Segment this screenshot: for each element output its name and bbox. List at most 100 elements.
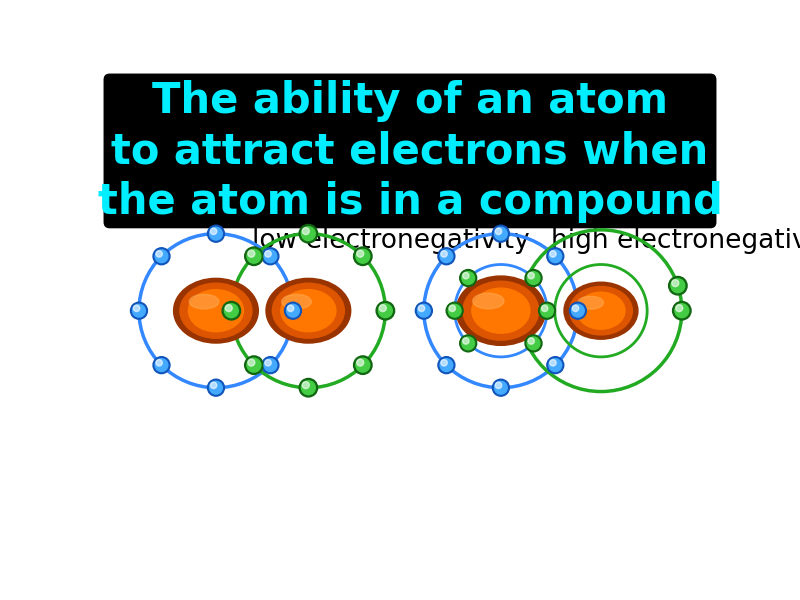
Circle shape [299, 224, 318, 243]
Circle shape [155, 359, 168, 371]
Circle shape [418, 304, 430, 317]
Ellipse shape [190, 295, 219, 309]
Circle shape [153, 248, 170, 265]
Circle shape [285, 302, 302, 319]
Circle shape [550, 251, 556, 257]
Circle shape [210, 227, 222, 240]
Ellipse shape [456, 276, 546, 346]
Text: low electronegativity: low electronegativity [252, 227, 530, 254]
Circle shape [210, 382, 217, 389]
Ellipse shape [570, 286, 632, 335]
Circle shape [492, 379, 510, 396]
Circle shape [440, 250, 453, 263]
Circle shape [460, 335, 477, 352]
Circle shape [207, 225, 225, 242]
Circle shape [155, 250, 168, 263]
Circle shape [133, 304, 146, 317]
Ellipse shape [472, 288, 530, 333]
Circle shape [671, 279, 685, 293]
Circle shape [207, 379, 225, 396]
Circle shape [446, 302, 463, 319]
Ellipse shape [174, 278, 258, 343]
Circle shape [245, 247, 263, 265]
Circle shape [264, 250, 277, 263]
Circle shape [571, 304, 584, 317]
Circle shape [376, 301, 394, 320]
Circle shape [357, 359, 364, 366]
Text: The ability of an atom
to attract electrons when
the atom is in a compound: The ability of an atom to attract electr… [98, 80, 722, 223]
Circle shape [462, 337, 474, 350]
Circle shape [440, 359, 453, 371]
Circle shape [287, 305, 294, 311]
Ellipse shape [473, 293, 504, 309]
Circle shape [675, 304, 689, 317]
Ellipse shape [281, 290, 336, 332]
Circle shape [222, 301, 241, 320]
Circle shape [356, 358, 370, 372]
Circle shape [438, 356, 455, 374]
Circle shape [462, 272, 469, 279]
Ellipse shape [463, 281, 539, 340]
Circle shape [247, 358, 261, 372]
Circle shape [153, 356, 170, 374]
Circle shape [302, 381, 315, 395]
Text: high electronegativity: high electronegativity [551, 227, 800, 254]
Ellipse shape [272, 283, 344, 338]
Circle shape [378, 304, 392, 317]
Ellipse shape [189, 290, 243, 332]
Circle shape [449, 305, 455, 311]
Circle shape [494, 227, 507, 240]
Circle shape [528, 338, 534, 344]
Circle shape [264, 359, 277, 371]
Circle shape [441, 359, 447, 366]
Circle shape [265, 251, 271, 257]
Circle shape [210, 382, 222, 394]
Circle shape [379, 305, 386, 311]
Circle shape [356, 250, 370, 263]
Circle shape [525, 269, 542, 287]
Ellipse shape [577, 292, 625, 329]
Circle shape [672, 280, 678, 287]
Circle shape [462, 338, 469, 344]
Circle shape [210, 228, 217, 235]
Circle shape [495, 382, 502, 389]
Ellipse shape [180, 283, 252, 338]
Circle shape [570, 302, 586, 319]
Ellipse shape [282, 295, 311, 309]
Circle shape [528, 272, 534, 279]
Circle shape [527, 272, 540, 284]
Circle shape [248, 359, 255, 366]
Circle shape [265, 359, 271, 366]
Ellipse shape [266, 278, 350, 343]
Circle shape [262, 356, 279, 374]
Circle shape [134, 305, 140, 311]
Circle shape [286, 304, 299, 317]
Circle shape [438, 248, 455, 265]
Circle shape [492, 225, 510, 242]
Circle shape [354, 247, 372, 265]
Circle shape [495, 228, 502, 235]
Circle shape [415, 302, 432, 319]
Circle shape [462, 272, 474, 284]
Circle shape [225, 304, 238, 317]
Circle shape [538, 302, 555, 319]
Circle shape [441, 251, 447, 257]
Ellipse shape [564, 282, 638, 339]
Circle shape [302, 227, 315, 241]
Circle shape [156, 251, 162, 257]
Circle shape [248, 250, 255, 257]
Circle shape [357, 250, 364, 257]
Circle shape [494, 382, 507, 394]
Circle shape [156, 359, 162, 366]
Circle shape [527, 337, 540, 350]
Circle shape [549, 359, 562, 371]
Circle shape [302, 227, 310, 235]
Circle shape [542, 305, 548, 311]
Circle shape [669, 277, 687, 295]
Circle shape [547, 248, 564, 265]
Circle shape [302, 382, 310, 389]
Circle shape [247, 250, 261, 263]
Circle shape [226, 305, 232, 311]
Circle shape [130, 302, 147, 319]
FancyBboxPatch shape [103, 74, 717, 229]
